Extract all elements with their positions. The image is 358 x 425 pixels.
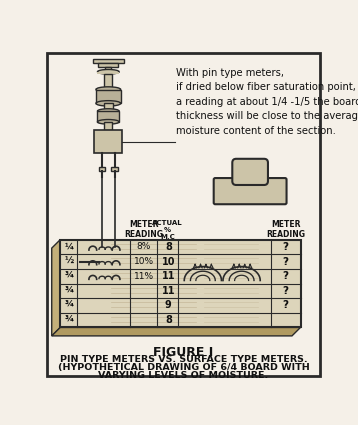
Bar: [95, 130, 122, 153]
Bar: [98, 63, 118, 67]
Text: FIGURE I: FIGURE I: [153, 346, 214, 359]
Bar: [60, 240, 300, 327]
Text: ¾: ¾: [64, 301, 73, 310]
Polygon shape: [52, 240, 60, 336]
Text: 11: 11: [161, 271, 175, 281]
Text: ?: ?: [283, 300, 289, 311]
Polygon shape: [52, 327, 300, 336]
Text: ¾: ¾: [64, 286, 73, 295]
Text: With pin type meters,
if dried below fiber saturation point,
a reading at about : With pin type meters, if dried below fib…: [176, 68, 358, 136]
Bar: [97, 72, 119, 74]
Bar: [96, 90, 121, 103]
Bar: [105, 67, 111, 72]
Text: 8: 8: [165, 315, 172, 325]
Text: 8%: 8%: [136, 243, 151, 252]
Text: ¾: ¾: [64, 316, 73, 325]
Text: ?: ?: [283, 257, 289, 266]
Ellipse shape: [97, 109, 119, 113]
Bar: [105, 122, 112, 130]
Text: ?: ?: [283, 242, 289, 252]
Text: ?: ?: [283, 286, 289, 296]
Bar: [104, 103, 113, 111]
Text: 9: 9: [165, 300, 172, 311]
Bar: [111, 167, 117, 171]
Text: METER
READING: METER READING: [266, 220, 305, 239]
Ellipse shape: [96, 101, 121, 106]
Bar: [105, 74, 112, 90]
Text: ¾: ¾: [64, 272, 73, 281]
Text: PIN TYPE METERS VS. SURFACE TYPE METERS.: PIN TYPE METERS VS. SURFACE TYPE METERS.: [60, 355, 307, 364]
Text: ¼: ¼: [64, 243, 73, 252]
Text: 10%: 10%: [134, 257, 154, 266]
Text: (HYPOTHETICAL DRAWING OF 6/4 BOARD WITH: (HYPOTHETICAL DRAWING OF 6/4 BOARD WITH: [58, 363, 309, 372]
FancyBboxPatch shape: [232, 159, 268, 185]
Bar: [93, 59, 124, 63]
Bar: [99, 167, 105, 171]
Text: 11%: 11%: [134, 272, 154, 281]
Ellipse shape: [97, 69, 119, 74]
Bar: [97, 111, 119, 122]
Text: ½: ½: [64, 257, 73, 266]
Ellipse shape: [96, 87, 121, 92]
Text: 10: 10: [161, 257, 175, 266]
FancyBboxPatch shape: [214, 178, 286, 204]
Text: VARYING LEVELS OF MOISTURE.: VARYING LEVELS OF MOISTURE.: [98, 371, 268, 380]
Ellipse shape: [97, 119, 119, 124]
Text: ?: ?: [283, 271, 289, 281]
Text: 11: 11: [161, 286, 175, 296]
Text: METER
READING: METER READING: [124, 220, 163, 239]
Text: ACTUAL
%
M.C: ACTUAL % M.C: [152, 220, 183, 240]
Text: 8: 8: [165, 242, 172, 252]
